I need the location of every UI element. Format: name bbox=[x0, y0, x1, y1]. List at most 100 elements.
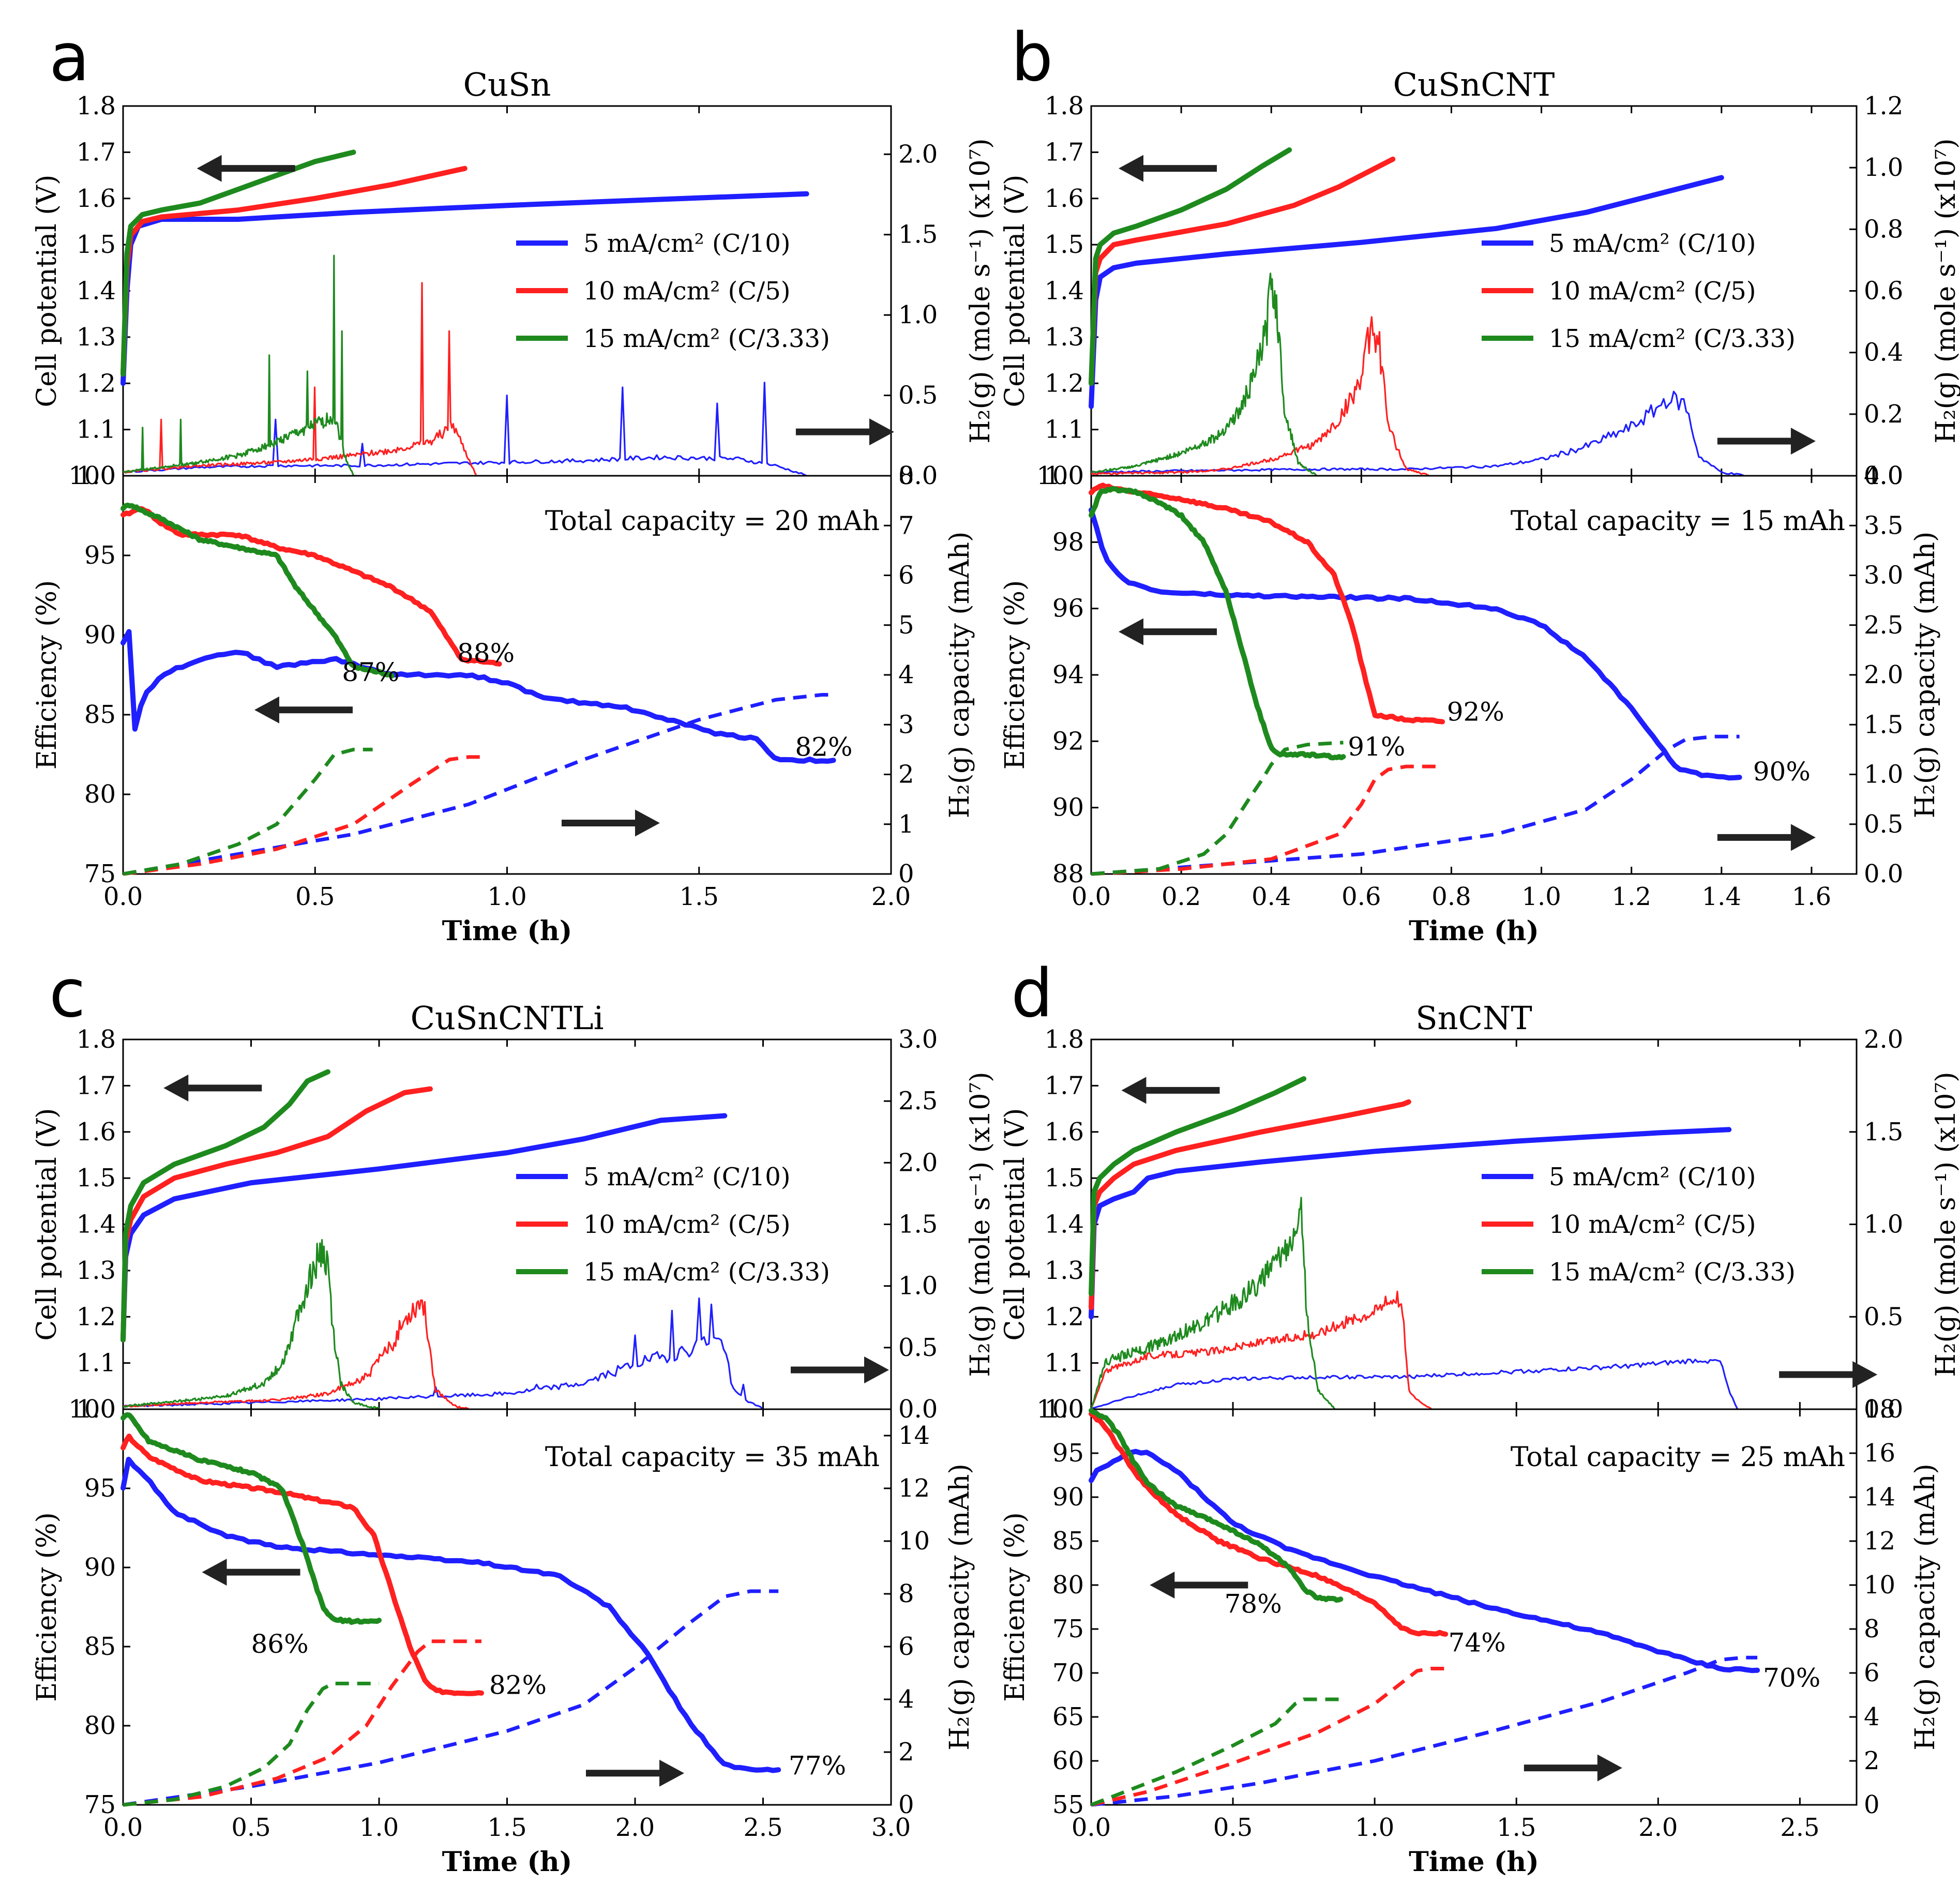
legend-label: 10 mA/cm² (C/5) bbox=[1549, 277, 1756, 306]
final-efficiency-label: 77% bbox=[789, 1751, 846, 1781]
y2-tick-label: 0.5 bbox=[898, 1333, 938, 1362]
legend-label: 15 mA/cm² (C/3.33) bbox=[583, 324, 830, 353]
y-tick-label: 95 bbox=[84, 541, 116, 570]
y2-tick-label: 0.2 bbox=[1864, 400, 1903, 429]
y-tick-label: 100 bbox=[68, 461, 116, 490]
x-tick-label: 0.0 bbox=[103, 882, 143, 911]
x-tick-label: 0.8 bbox=[1431, 882, 1471, 911]
y-tick-label: 90 bbox=[84, 1553, 116, 1582]
x-axis-label: Time (h) bbox=[1409, 1846, 1539, 1878]
y-tick-label: 1.0 bbox=[1045, 1395, 1084, 1424]
x-tick-label: 1.0 bbox=[1521, 882, 1561, 911]
potential-series-green bbox=[1089, 147, 1292, 386]
y-axis-label-efficiency: Efficiency (%) bbox=[1000, 580, 1031, 770]
final-efficiency-label: 88% bbox=[457, 638, 515, 668]
axis-pointer-arrow-right-head bbox=[1597, 1754, 1622, 1782]
bottom-subplot: 75 80 85 90 95 100 0 1 2 3 4 5 6 7 8 Efficiency (%) H₂(g… bbox=[32, 461, 975, 947]
potential-series-red bbox=[1089, 1099, 1411, 1310]
efficiency-series-blue bbox=[120, 629, 836, 764]
total-capacity-label: Total capacity = 35 mAh bbox=[545, 1442, 880, 1473]
y2-tick-label: 7 bbox=[898, 511, 914, 540]
efficiency-series-green bbox=[120, 502, 395, 679]
h2-capacity-series-green bbox=[123, 747, 373, 876]
y-tick-label: 90 bbox=[1052, 1483, 1084, 1512]
final-efficiency-label: 87% bbox=[342, 657, 399, 687]
efficiency-series-green bbox=[1089, 486, 1346, 761]
y2-tick-label: 1.0 bbox=[1864, 153, 1903, 182]
h2-capacity-series-red bbox=[123, 755, 488, 876]
x-axis-label: Time (h) bbox=[1409, 915, 1539, 947]
y-tick-label: 1.4 bbox=[1045, 277, 1084, 306]
final-efficiency-label: 78% bbox=[1225, 1589, 1282, 1619]
h2-capacity-series-blue bbox=[1091, 734, 1740, 876]
h2-rate-series-green bbox=[1091, 273, 1317, 476]
axis-pointer-arrow-right-head bbox=[635, 809, 660, 837]
y2-axis-label-h2-capacity: H₂(g) capacity (mAh) bbox=[944, 532, 975, 818]
h2-rate-series-red bbox=[1091, 1290, 1432, 1409]
y-tick-label: 1.4 bbox=[77, 1210, 116, 1239]
y2-tick-label: 0.0 bbox=[898, 461, 938, 490]
axis-pointer-arrow-left-head bbox=[1119, 155, 1143, 182]
y-tick-label: 1.6 bbox=[1045, 1118, 1084, 1147]
y2-tick-label: 10 bbox=[898, 1527, 930, 1556]
y-tick-label: 90 bbox=[84, 621, 116, 650]
legend-label: 15 mA/cm² (C/3.33) bbox=[1549, 1258, 1796, 1287]
panel-b: b CuSnCNT 1.0 1.1 1.2 1.3 1.4 1.5 1.6 1.7 1.8 0.0 0.… bbox=[1000, 19, 1960, 947]
x-tick-label: 0.2 bbox=[1162, 882, 1201, 911]
y-tick-label: 1.0 bbox=[77, 461, 116, 490]
y-tick-label: 1.3 bbox=[1045, 1256, 1084, 1285]
y2-tick-label: 6 bbox=[898, 1632, 914, 1661]
h2-capacity-series-red bbox=[123, 1639, 481, 1807]
x-tick-label: 1.5 bbox=[1497, 1813, 1536, 1842]
x-tick-label: 1.6 bbox=[1792, 882, 1831, 911]
y2-tick-label: 6 bbox=[898, 561, 914, 590]
total-capacity-label: Total capacity = 25 mAh bbox=[1511, 1442, 1845, 1473]
y2-tick-label: 3.5 bbox=[1864, 511, 1903, 540]
y2-tick-label: 0 bbox=[898, 1790, 914, 1819]
y2-tick-label: 1.5 bbox=[898, 1210, 938, 1239]
y2-tick-label: 12 bbox=[1864, 1527, 1895, 1556]
y-tick-label: 1.3 bbox=[77, 323, 116, 352]
bottom-subplot: 55 60 65 70 75 80 85 90 95 100 0 2 4 6 8 10 12 14 16 18 Effi… bbox=[1000, 1395, 1941, 1878]
legend-label: 10 mA/cm² (C/5) bbox=[583, 277, 790, 306]
legend-label: 15 mA/cm² (C/3.33) bbox=[1549, 324, 1796, 353]
x-tick-label: 0.0 bbox=[103, 1813, 143, 1842]
x-tick-label: 2.0 bbox=[615, 1813, 655, 1842]
y-tick-label: 80 bbox=[84, 1711, 116, 1740]
y2-tick-label: 4.0 bbox=[1864, 461, 1903, 490]
y-tick-label: 88 bbox=[1052, 859, 1084, 888]
legend-label: 5 mA/cm² (C/10) bbox=[583, 1163, 790, 1192]
y2-tick-label: 0.5 bbox=[898, 381, 938, 410]
y2-tick-label: 1.5 bbox=[1864, 1118, 1903, 1147]
panel-a: a CuSn1.01.11.21.31.41.51.61.71.80.00.51.… bbox=[32, 19, 996, 947]
y-tick-label: 95 bbox=[84, 1474, 116, 1503]
x-tick-label: 1.0 bbox=[1355, 1813, 1394, 1842]
efficiency-series-red bbox=[1089, 482, 1445, 725]
y-tick-label: 60 bbox=[1052, 1746, 1084, 1775]
y2-tick-label: 14 bbox=[898, 1421, 930, 1450]
y2-tick-label: 16 bbox=[1864, 1439, 1895, 1468]
y-tick-label: 1.0 bbox=[1045, 461, 1084, 490]
axis-pointer-arrow-left-head bbox=[254, 696, 279, 723]
x-tick-label: 2.0 bbox=[1638, 1813, 1678, 1842]
y-tick-label: 1.2 bbox=[77, 369, 116, 398]
y-tick-label: 100 bbox=[68, 1395, 116, 1424]
y2-tick-label: 0 bbox=[1864, 1790, 1880, 1819]
y2-tick-label: 14 bbox=[1864, 1483, 1895, 1512]
potential-series-blue bbox=[1089, 1127, 1732, 1320]
h2-rate-series-green bbox=[123, 254, 354, 476]
y-tick-label: 1.1 bbox=[1045, 1349, 1084, 1378]
panel-letter: b bbox=[1011, 19, 1053, 96]
y2-tick-label: 1.5 bbox=[1864, 710, 1903, 739]
y-tick-label: 85 bbox=[1052, 1527, 1084, 1556]
y2-tick-label: 8 bbox=[898, 1579, 914, 1608]
y-tick-label: 1.5 bbox=[1045, 230, 1084, 259]
y-tick-label: 80 bbox=[1052, 1571, 1084, 1600]
y2-tick-label: 0.0 bbox=[898, 1395, 938, 1424]
legend: 5 mA/cm² (C/10) 10 mA/cm² (C/5) 15 mA/cm² … bbox=[1482, 229, 1796, 353]
total-capacity-label: Total capacity = 20 mAh bbox=[545, 506, 880, 537]
y-tick-label: 1.1 bbox=[77, 415, 116, 444]
y2-tick-label: 4 bbox=[1864, 1702, 1880, 1731]
y2-tick-label: 6 bbox=[1864, 1658, 1880, 1687]
